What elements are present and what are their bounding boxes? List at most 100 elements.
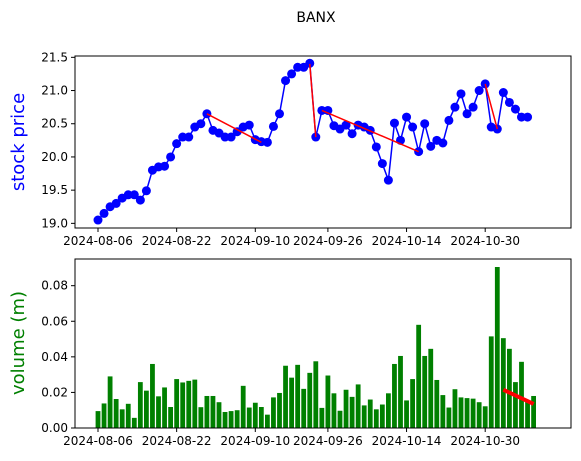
volume-bar xyxy=(507,348,512,428)
price-point xyxy=(474,86,484,96)
price-x-ticks: 2024-08-06 2024-08-22 2024-09-10 2024-09-26… xyxy=(63,228,520,248)
volume-bar xyxy=(410,379,415,428)
volume-bar xyxy=(283,365,288,428)
price-y-axis-label: stock price xyxy=(8,93,29,191)
volume-axes-frame xyxy=(74,258,572,429)
volume-y-tick-label: 0.02 xyxy=(41,385,68,399)
price-point xyxy=(420,119,430,129)
volume-bar xyxy=(137,382,143,428)
volume-bar xyxy=(386,393,391,428)
volume-bar xyxy=(331,393,337,428)
volume-bar xyxy=(131,417,137,428)
volume-bar xyxy=(101,403,107,428)
volume-plot-area xyxy=(95,267,536,428)
price-point xyxy=(196,119,206,129)
volume-bar xyxy=(289,377,294,428)
volume-bar xyxy=(494,267,500,428)
volume-bar xyxy=(192,379,198,428)
volume-bar xyxy=(277,392,282,428)
volume-bar xyxy=(319,407,325,428)
volume-bar xyxy=(343,389,349,428)
price-plot-area xyxy=(93,58,533,225)
price-point xyxy=(166,152,176,162)
volume-bar xyxy=(379,404,385,428)
volume-bar xyxy=(186,380,192,428)
volume-bar xyxy=(525,400,530,428)
price-point xyxy=(111,198,121,208)
volume-bar xyxy=(216,402,222,428)
price-axes-frame xyxy=(74,55,572,229)
price-point xyxy=(141,186,151,196)
chart-title: BANX xyxy=(296,10,336,26)
price-point xyxy=(268,121,278,131)
volume-bar xyxy=(144,390,149,428)
volume-x-tick-label: 2024-10-30 xyxy=(450,434,520,448)
price-point xyxy=(305,58,315,68)
price-x-tick-label: 2024-08-06 xyxy=(63,234,133,248)
volume-bar xyxy=(470,398,476,428)
price-y-tick-label: 20.5 xyxy=(41,117,68,131)
volume-bar xyxy=(349,396,355,428)
volume-bar xyxy=(198,407,204,428)
volume-bar xyxy=(464,398,470,428)
price-point xyxy=(341,120,351,130)
volume-bar xyxy=(440,395,446,428)
price-point xyxy=(456,89,466,99)
volume-bar xyxy=(119,409,125,428)
volume-bar xyxy=(301,388,307,428)
volume-bar xyxy=(313,361,319,428)
price-point xyxy=(444,115,454,125)
volume-x-tick-label: 2024-09-26 xyxy=(293,434,363,448)
price-point xyxy=(129,190,139,200)
volume-bar xyxy=(513,382,518,428)
volume-x-tick-label: 2024-08-22 xyxy=(142,434,212,448)
volume-bar xyxy=(373,409,379,428)
volume-bar xyxy=(458,397,464,428)
price-point xyxy=(347,129,357,139)
volume-y-axis-label: volume (m) xyxy=(8,291,29,395)
volume-y-tick-label: 0.04 xyxy=(41,350,68,364)
price-point xyxy=(275,109,284,119)
price-x-tick-label: 2024-10-30 xyxy=(450,234,520,248)
price-point xyxy=(438,138,448,148)
volume-bar xyxy=(271,397,276,428)
volume-y-tick-label: 0.08 xyxy=(41,279,68,293)
volume-bar xyxy=(519,361,524,428)
volume-x-tick-label: 2024-09-10 xyxy=(220,434,290,448)
volume-x-tick-label: 2024-10-14 xyxy=(372,434,442,448)
price-x-tick-label: 2024-09-26 xyxy=(293,234,363,248)
price-point xyxy=(504,97,514,107)
price-point xyxy=(389,118,399,128)
volume-bar xyxy=(210,395,216,428)
volume-bar xyxy=(107,376,113,428)
price-x-tick-label: 2024-08-22 xyxy=(142,234,212,248)
price-point xyxy=(226,132,236,142)
volume-y-tick-label: 0.06 xyxy=(41,314,68,328)
volume-bar xyxy=(446,407,452,428)
volume-bar xyxy=(95,411,101,428)
price-trend-segment xyxy=(484,83,499,130)
price-point xyxy=(383,175,393,185)
volume-bar xyxy=(488,336,494,428)
volume-y-ticks: 0.00 0.02 0.04 0.06 0.08 xyxy=(41,279,75,435)
price-panel: stock price 19.0 19.5 20.0 20.5 21.0 21.5 202… xyxy=(8,50,572,248)
price-point xyxy=(262,137,272,147)
volume-bar xyxy=(258,407,264,428)
volume-bar xyxy=(234,410,240,428)
price-point xyxy=(377,159,387,169)
volume-bar xyxy=(246,407,252,428)
volume-bar xyxy=(113,399,119,428)
volume-x-ticks: 2024-08-06 2024-08-22 2024-09-10 2024-09-26… xyxy=(63,428,520,448)
price-trend-segment xyxy=(309,63,317,138)
volume-bar xyxy=(434,379,440,428)
volume-bar xyxy=(162,387,167,428)
price-series-line xyxy=(97,61,528,221)
volume-bar xyxy=(500,338,506,428)
price-x-tick-label: 2024-09-10 xyxy=(220,234,290,248)
price-point xyxy=(523,112,533,122)
price-point xyxy=(135,195,145,205)
volume-bar xyxy=(367,399,373,428)
volume-bar xyxy=(482,406,488,428)
volume-bar xyxy=(295,364,301,428)
volume-bar xyxy=(325,375,331,428)
